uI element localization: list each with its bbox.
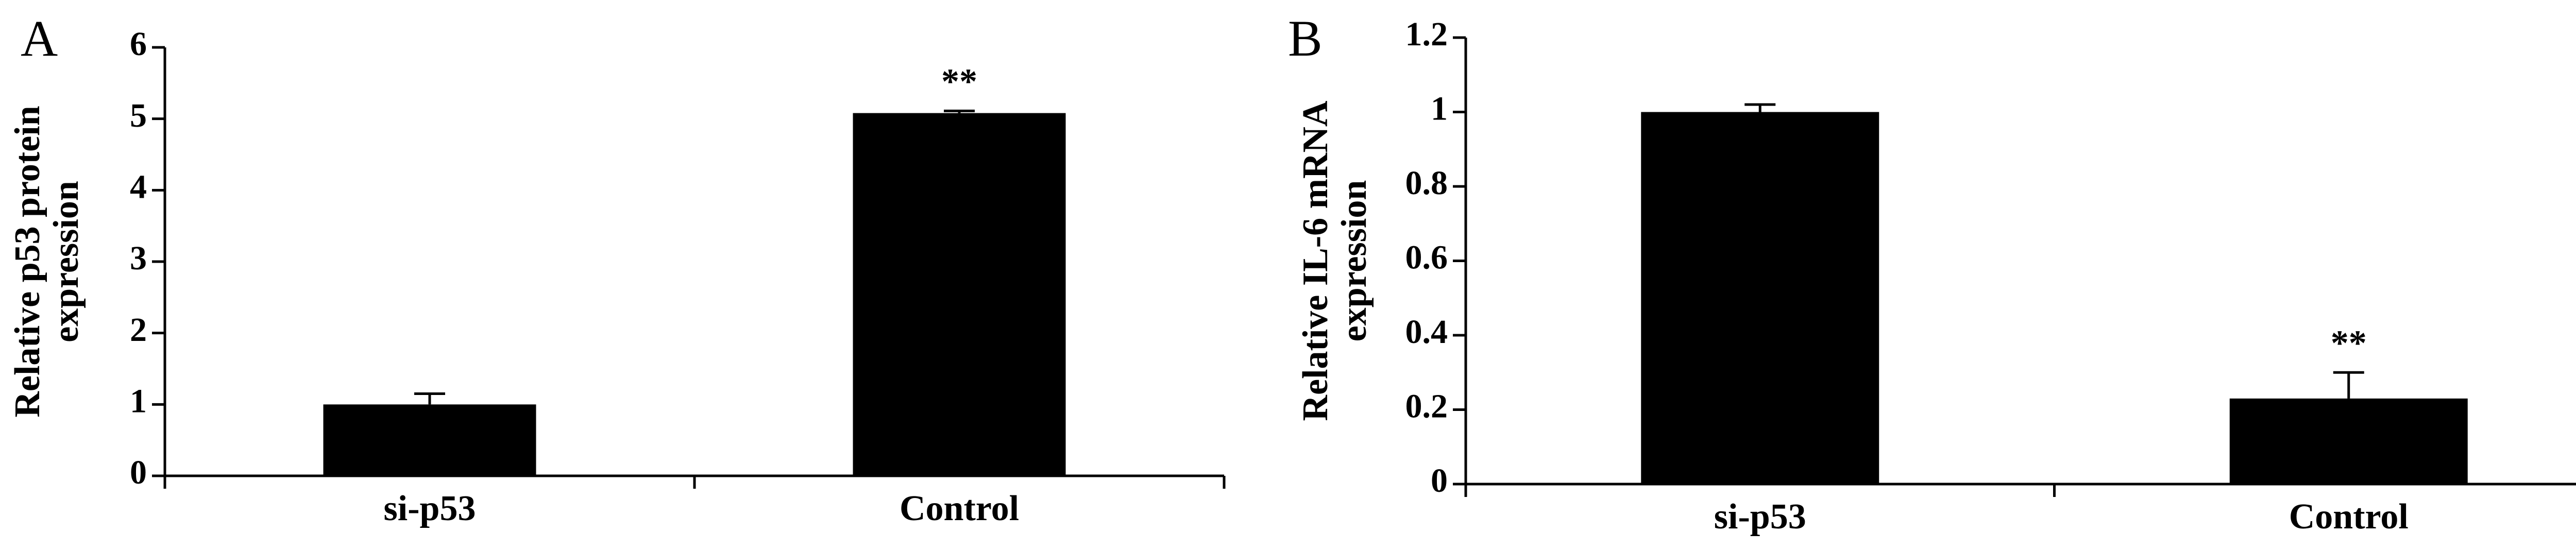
y-tick-label: 1: [1431, 90, 1448, 128]
x-tick-label: si-p53: [384, 489, 476, 528]
bar: [323, 404, 536, 476]
y-tick-label: 3: [130, 239, 147, 277]
y-axis-label: expression: [46, 181, 86, 342]
y-tick-label: 0.4: [1405, 313, 1448, 351]
x-tick-label: Control: [900, 489, 1019, 528]
panel-label: B: [1288, 10, 1323, 67]
y-axis-label: Relative IL-6 mRNA: [1296, 100, 1335, 421]
y-tick-label: 6: [130, 25, 147, 63]
panel-label: A: [21, 10, 58, 67]
y-tick-label: 2: [130, 311, 147, 349]
y-tick-label: 0.8: [1405, 164, 1448, 202]
x-tick-label: Control: [2289, 497, 2409, 537]
y-tick-label: 0.2: [1405, 388, 1448, 425]
significance-label: **: [2331, 323, 2367, 363]
y-axis-label: expression: [1334, 180, 1374, 342]
x-tick-label: si-p53: [1714, 497, 1806, 537]
y-tick-label: 0: [130, 454, 147, 491]
y-tick-label: 5: [130, 97, 147, 134]
y-tick-label: 4: [130, 168, 147, 205]
y-axis-label: Relative p53 protein: [8, 106, 47, 417]
y-tick-label: 1: [130, 382, 147, 420]
bar: [1641, 112, 1879, 484]
y-tick-label: 0: [1431, 462, 1448, 500]
bar: [853, 113, 1066, 476]
y-tick-label: 1.2: [1405, 15, 1448, 53]
bar: [2229, 398, 2468, 484]
y-tick-label: 0.6: [1405, 239, 1448, 277]
significance-label: **: [941, 62, 977, 101]
